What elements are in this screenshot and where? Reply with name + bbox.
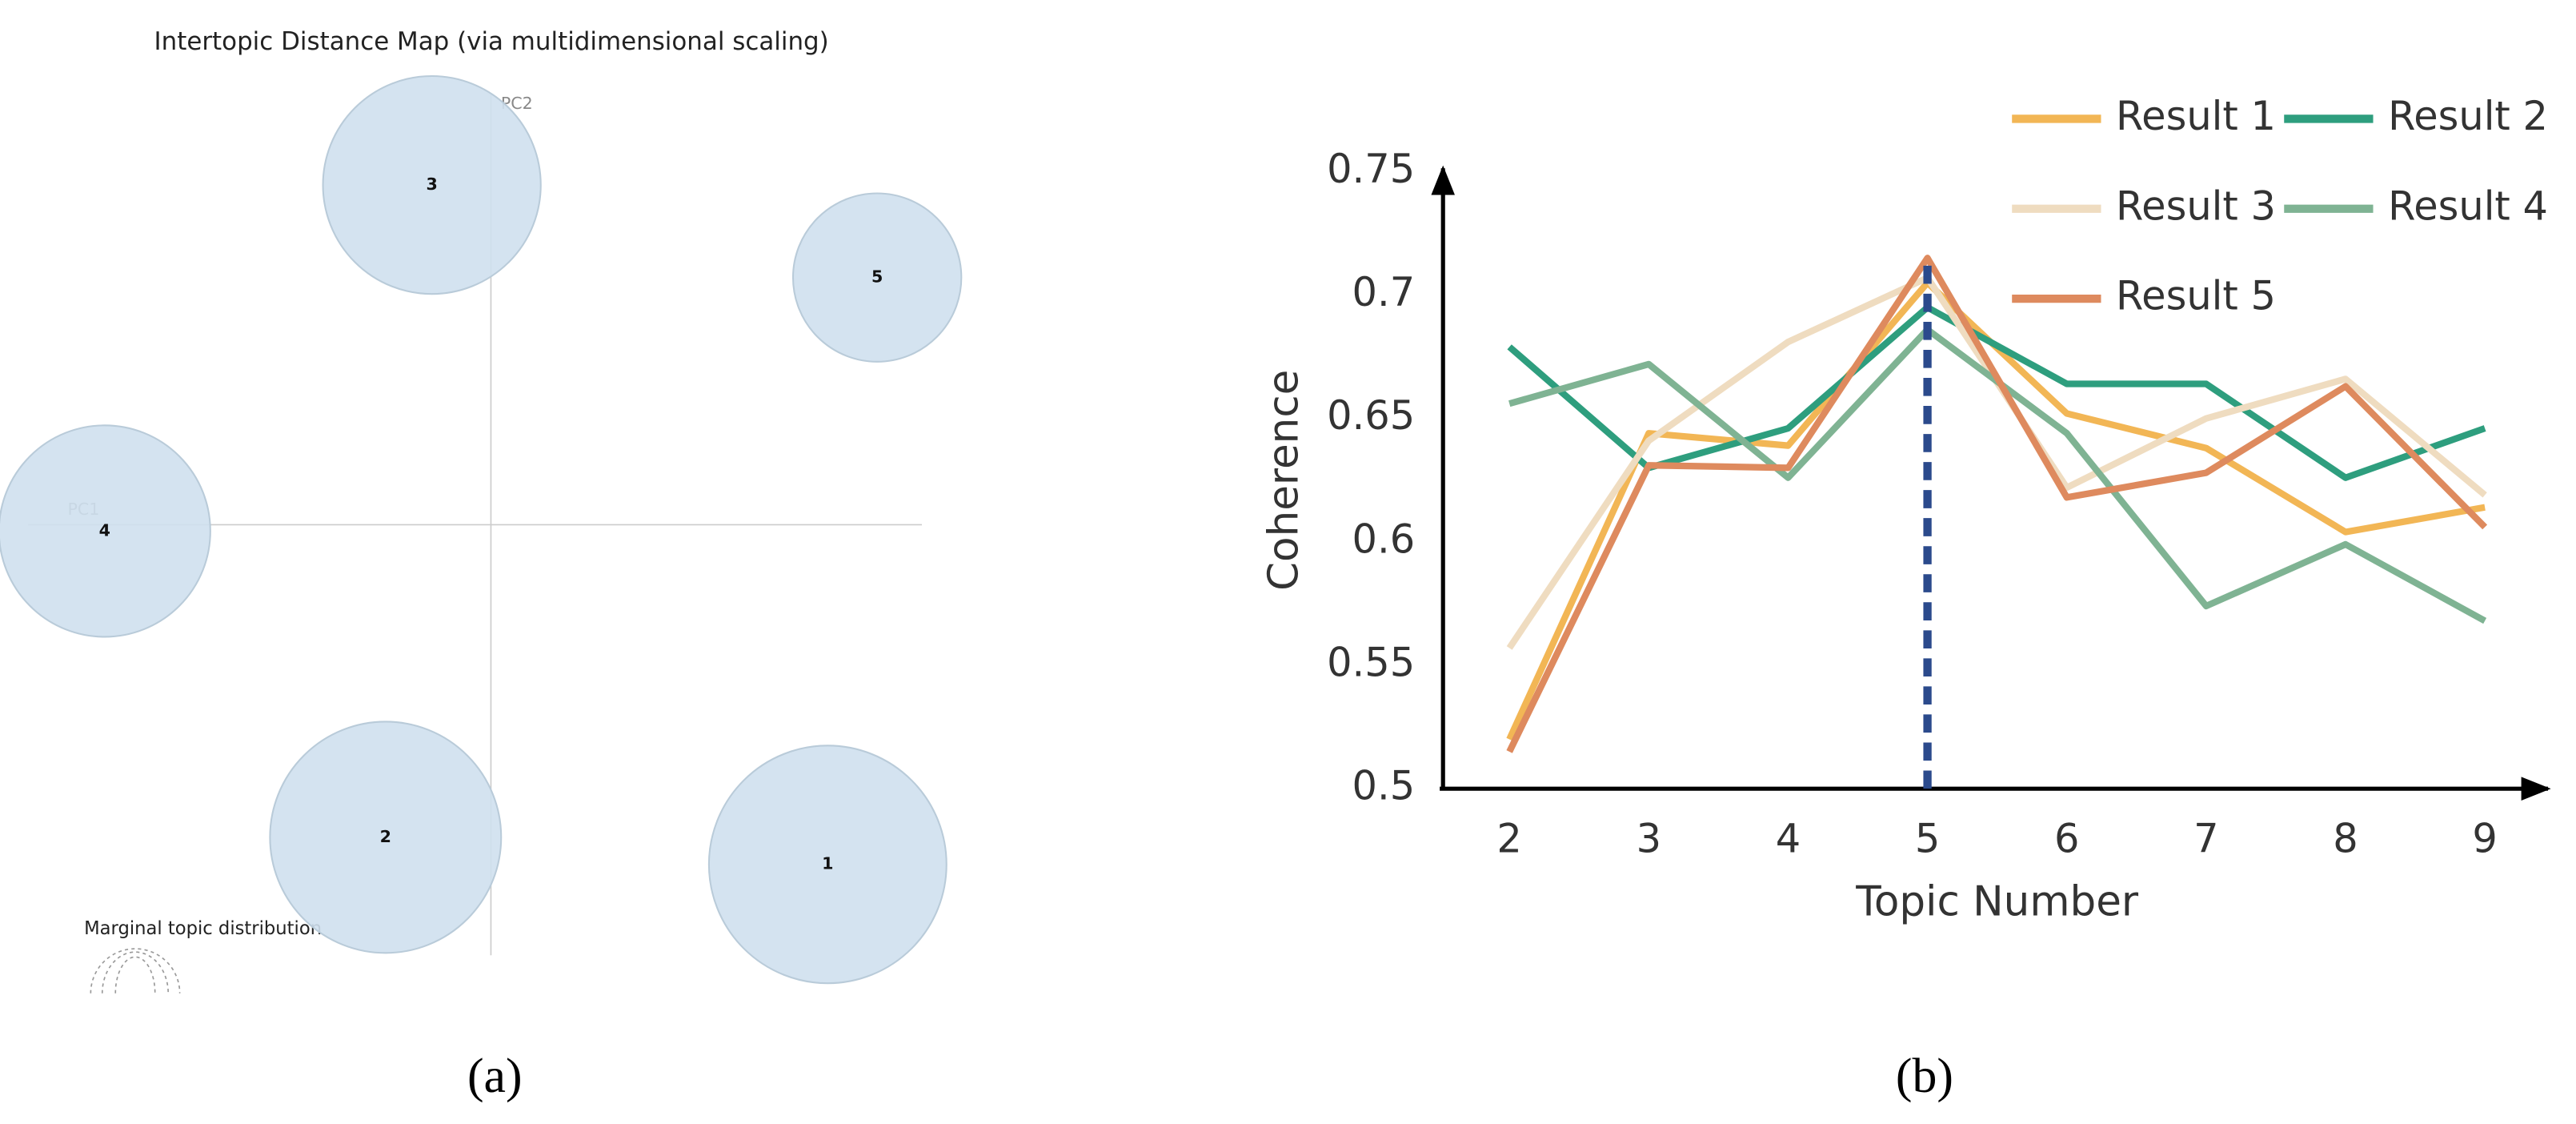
caption: (b) [1896, 1049, 1953, 1103]
x-tick-label: 5 [1915, 816, 1940, 862]
line-series [1506, 255, 2488, 753]
bubble-label: 2 [380, 827, 391, 846]
annotation: Marginal topic distribution [84, 918, 322, 939]
bubble [707, 745, 947, 985]
bubble-label: 5 [871, 267, 883, 287]
bubble-label: 1 [822, 854, 833, 873]
x-tick-label: 6 [2054, 816, 2079, 862]
y-tick-label: 0.65 [1327, 392, 1415, 439]
y-tick-label: 0.5 [1352, 763, 1416, 809]
x-axis-title: Topic Number [1855, 877, 2139, 925]
x-tick-label: 4 [1776, 816, 1801, 862]
y-tick-label: 0.7 [1352, 269, 1416, 315]
y-tick-label: 0.6 [1352, 516, 1416, 562]
legend-label: Result 3 [2116, 183, 2276, 229]
y-tick-label: 0.75 [1327, 146, 1415, 192]
x-tick-label: 3 [1637, 816, 1661, 862]
bubble [791, 192, 963, 363]
x-tick-label: 8 [2333, 816, 2358, 862]
legend-label: Result 2 [2388, 93, 2548, 139]
x-tick-label: 7 [2193, 816, 2218, 862]
line-series [1507, 303, 2486, 481]
size-legend-icon [90, 948, 181, 994]
x-tick-label: 2 [1496, 816, 1521, 862]
y-tick-label: 0.55 [1327, 640, 1415, 686]
legend-label: Result 1 [2116, 93, 2276, 139]
bubble-label: 3 [426, 175, 437, 194]
bubble [269, 721, 503, 954]
bubble [322, 74, 542, 295]
legend-label: Result 4 [2388, 183, 2548, 229]
x-tick-label: 9 [2472, 816, 2497, 862]
legend-label: Result 5 [2116, 273, 2276, 319]
chart-title: Intertopic Distance Map (via multidimens… [154, 27, 829, 56]
line-series [1506, 279, 2486, 741]
bubble [0, 424, 211, 638]
caption: (a) [467, 1049, 523, 1103]
bubble-label: 4 [99, 520, 110, 540]
y-axis-title: Coherence [1260, 370, 1308, 591]
